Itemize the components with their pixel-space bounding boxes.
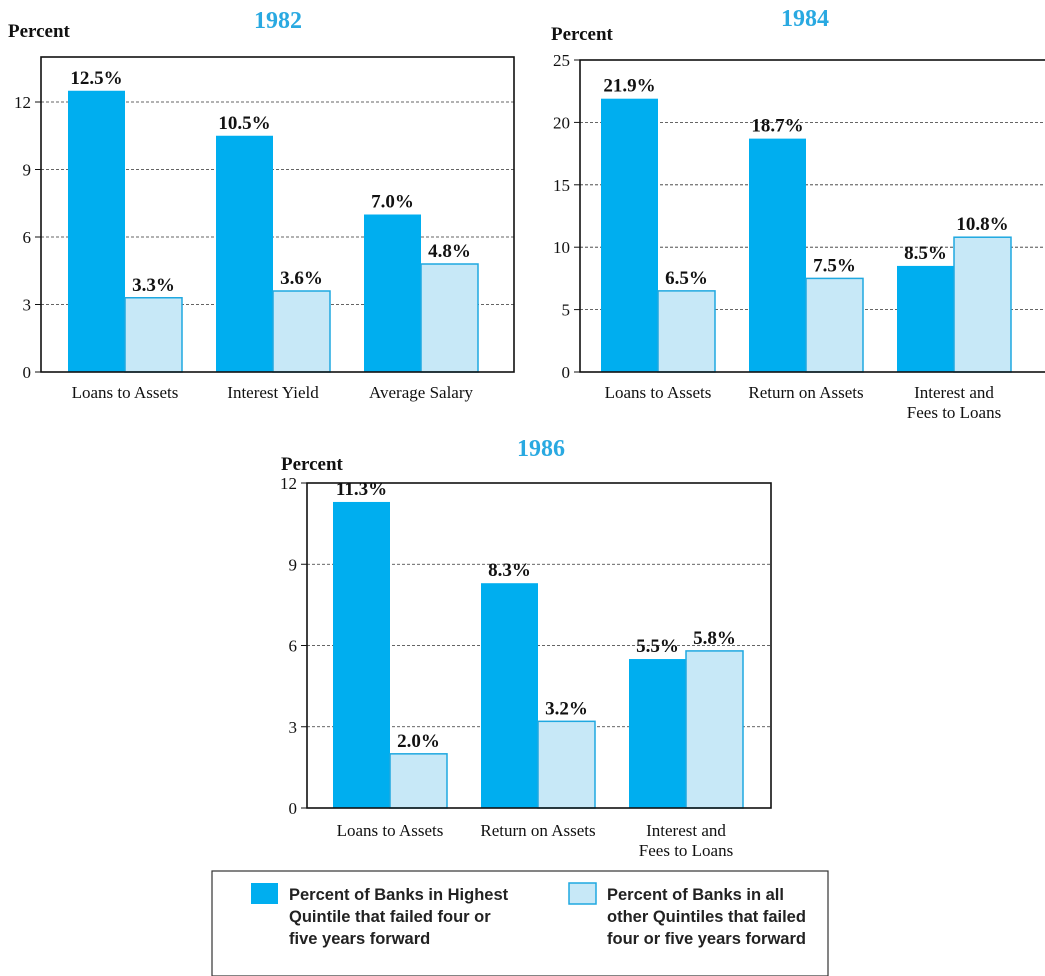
- category-label: Interest and Fees to Loans: [907, 383, 1001, 422]
- data-label: 3.3%: [132, 275, 175, 296]
- y-axis-label: Percent: [281, 454, 344, 475]
- plot-frame: [579, 59, 1045, 373]
- bar-other-quintiles: [537, 720, 596, 809]
- bar-other-quintiles: [420, 263, 479, 373]
- y-tick-label: 3: [289, 718, 298, 737]
- bar-highest-quintile: [629, 659, 686, 808]
- data-label: 12.5%: [70, 68, 122, 89]
- y-tick-label: 15: [553, 176, 570, 195]
- legend-swatch-other-quintiles: [568, 882, 597, 905]
- chart-1982: 0 3 6 9 12 12.5% 3.3% Loans to Assets 10.5% 3.6% I…: [8, 8, 515, 402]
- data-label: 5.8%: [693, 628, 736, 649]
- legend-swatch-highest-quintile: [251, 883, 278, 904]
- data-label: 8.5%: [904, 243, 947, 264]
- category-label-line: Interest and: [914, 383, 994, 402]
- category-label: Interest Yield: [227, 383, 319, 402]
- y-tick-label: 5: [562, 301, 571, 320]
- legend-box: [211, 870, 829, 976]
- legend-text-line: five years forward: [289, 930, 430, 948]
- data-label: 4.8%: [428, 241, 471, 262]
- category-label-line: Interest Yield: [227, 383, 319, 402]
- plot-frame: [306, 482, 772, 809]
- bar-highest-quintile: [749, 138, 806, 372]
- data-label: 7.0%: [371, 192, 414, 213]
- category-label-line: Loans to Assets: [337, 821, 444, 840]
- bar-highest-quintile: [68, 90, 125, 372]
- data-label: 10.5%: [218, 113, 270, 134]
- y-tick-label: 25: [553, 51, 570, 70]
- category-label-line: Interest and: [646, 821, 726, 840]
- data-label: 6.5%: [665, 268, 708, 289]
- y-tick-label: 9: [23, 161, 32, 180]
- category-label-line: Loans to Assets: [605, 383, 712, 402]
- chart-1984: 0 5 10 15 20 25 21.9% 6.5% Loans to Assets 18.7% 7…: [551, 6, 1045, 422]
- legend-text-line: Percent of Banks in all: [607, 886, 784, 904]
- y-tick-label: 20: [553, 113, 570, 132]
- y-tick-label: 0: [562, 363, 571, 382]
- plot-frame: [40, 56, 515, 373]
- bar-other-quintiles: [953, 236, 1012, 373]
- chart-title: 1986: [517, 436, 565, 462]
- category-label: Interest and Fees to Loans: [639, 821, 733, 860]
- category-label-line: Return on Assets: [480, 821, 595, 840]
- bar-highest-quintile: [216, 135, 273, 372]
- category-label: Average Salary: [369, 383, 473, 402]
- bar-highest-quintile: [364, 214, 421, 372]
- category-label-line: Fees to Loans: [639, 841, 733, 860]
- y-tick-label: 0: [289, 799, 298, 818]
- data-label: 5.5%: [636, 636, 679, 657]
- data-label: 10.8%: [956, 214, 1008, 235]
- y-axis-label: Percent: [8, 21, 71, 42]
- bar-other-quintiles: [389, 753, 448, 809]
- legend: Percent of Banks in Highest Quintile that…: [211, 870, 829, 976]
- bar-other-quintiles: [685, 650, 744, 809]
- legend-text-line: Quintile that failed four or: [289, 908, 491, 926]
- data-label: 11.3%: [336, 479, 387, 500]
- y-tick-label: 0: [23, 363, 32, 382]
- y-tick-label: 9: [289, 555, 298, 574]
- bar-other-quintiles: [124, 297, 183, 373]
- data-label: 3.6%: [280, 268, 323, 289]
- category-label-line: Average Salary: [369, 383, 473, 402]
- category-label: Return on Assets: [748, 383, 863, 402]
- y-tick-label: 12: [280, 474, 297, 493]
- chart-1986: 0 3 6 9 12 11.3% 2.0% Loans to Assets 8.3% 3.2% Re…: [280, 436, 772, 860]
- legend-text-line: four or five years forward: [607, 930, 806, 948]
- legend-text-line: other Quintiles that failed: [607, 908, 806, 926]
- category-label: Loans to Assets: [605, 383, 712, 402]
- category-label-line: Fees to Loans: [907, 403, 1001, 422]
- bar-highest-quintile: [897, 265, 954, 372]
- category-label-line: Return on Assets: [748, 383, 863, 402]
- chart-title: 1984: [781, 6, 829, 32]
- category-label-line: Loans to Assets: [72, 383, 179, 402]
- y-tick-label: 3: [23, 296, 32, 315]
- y-tick-label: 10: [553, 238, 570, 257]
- y-tick-label: 6: [23, 228, 32, 247]
- bar-highest-quintile: [333, 501, 390, 808]
- data-label: 8.3%: [488, 560, 531, 581]
- category-label: Loans to Assets: [337, 821, 444, 840]
- bar-other-quintiles: [272, 290, 331, 373]
- category-label: Loans to Assets: [72, 383, 179, 402]
- bar-other-quintiles: [657, 290, 716, 373]
- category-label: Return on Assets: [480, 821, 595, 840]
- y-tick-label: 12: [14, 93, 31, 112]
- bar-highest-quintile: [601, 98, 658, 373]
- y-axis-label: Percent: [551, 24, 614, 45]
- bar-highest-quintile: [481, 583, 538, 808]
- data-label: 21.9%: [603, 76, 655, 97]
- y-tick-label: 6: [289, 637, 298, 656]
- data-label: 7.5%: [813, 255, 856, 276]
- legend-text-line: Percent of Banks in Highest: [289, 886, 509, 904]
- data-label: 18.7%: [751, 116, 803, 137]
- data-label: 3.2%: [545, 698, 588, 719]
- bar-other-quintiles: [805, 277, 864, 373]
- data-label: 2.0%: [397, 731, 440, 752]
- chart-title: 1982: [254, 8, 302, 34]
